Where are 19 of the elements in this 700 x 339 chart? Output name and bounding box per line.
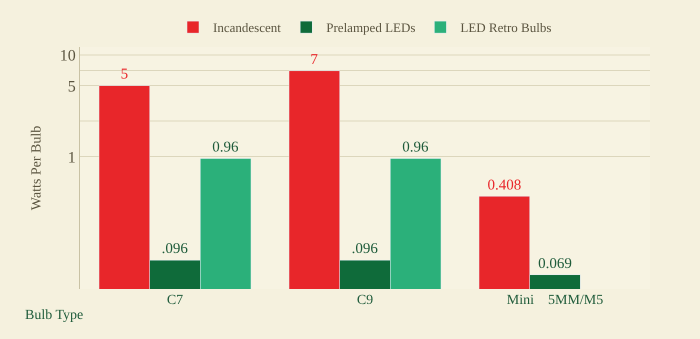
data-label: .096 <box>352 241 378 258</box>
x-tick-label: C9 <box>356 293 374 308</box>
data-label: .096 <box>162 241 188 258</box>
x-tick-label: Mini 5MM/M5 <box>506 293 604 308</box>
y-tick-label: 10 <box>60 48 76 65</box>
data-label: 0.96 <box>212 140 240 156</box>
data-label: 7 <box>310 52 318 68</box>
legend-label: Incandescent <box>213 20 282 36</box>
x-tick-label: C7 <box>166 293 184 308</box>
data-label: 0.96 <box>402 140 430 156</box>
data-label: 0.408 <box>487 177 522 194</box>
y-tick-label: 1 <box>68 149 76 166</box>
data-label: 5 <box>120 66 128 83</box>
y-axis-title: Watts Per Bulb <box>29 126 44 210</box>
x-axis-title: Bulb Type <box>25 308 84 323</box>
y-tick-label: 5 <box>68 78 76 96</box>
legend-label: LED Retro Bulbs <box>460 20 552 36</box>
data-label: 0.069 <box>538 256 572 272</box>
legend-label: Prelamped LEDs <box>326 20 416 36</box>
